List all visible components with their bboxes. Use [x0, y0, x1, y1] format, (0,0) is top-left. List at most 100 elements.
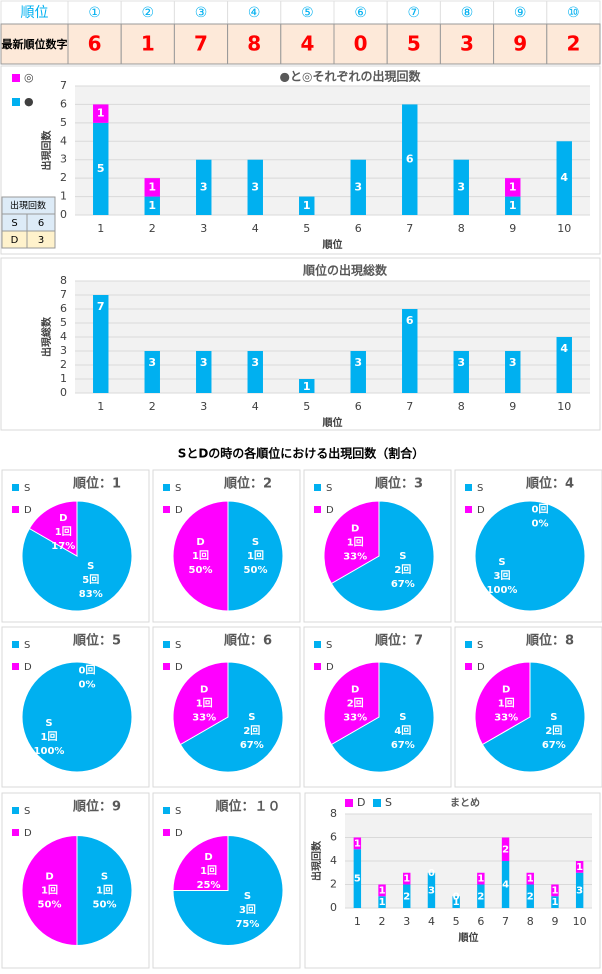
side-cell: [26, 230, 56, 249]
x-tick-label: 2: [149, 222, 156, 235]
slice-value: 1回: [55, 526, 72, 538]
slice-value: 1回: [200, 865, 217, 877]
x-tick-label: 3: [200, 222, 207, 235]
legend-swatch: [465, 663, 472, 670]
legend-swatch: [465, 484, 472, 491]
bar: [427, 872, 436, 908]
slice-category: D: [351, 523, 359, 534]
side-cell-text: S: [11, 218, 17, 229]
legend-swatch: [12, 74, 20, 82]
pie-slice: [21, 661, 133, 773]
slice-value: 2回: [347, 697, 364, 709]
chart-title: 順位：2: [224, 476, 272, 492]
bar: [350, 159, 366, 215]
legend-swatch: [314, 663, 321, 670]
pie-slice: [172, 661, 229, 746]
legend-swatch: [163, 641, 170, 648]
cell: [120, 23, 175, 65]
slice-category: D: [502, 684, 510, 695]
cell-value: 3: [460, 32, 474, 56]
x-tick-label: 2: [379, 915, 386, 928]
chart-title: 順位：3: [375, 476, 423, 492]
bar-label: 3: [428, 885, 435, 896]
x-tick-label: 6: [477, 915, 484, 928]
slice-percent: 67%: [391, 740, 415, 751]
slice-percent: 17%: [51, 541, 75, 552]
y-axis-label: 出現総数: [40, 316, 53, 357]
header-text: ③: [195, 5, 208, 21]
pie-slice: [474, 500, 586, 612]
y-tick-label: 0: [60, 208, 67, 221]
legend-swatch: [314, 641, 321, 648]
y-tick-label: 6: [330, 831, 337, 844]
header-text: ⑨: [514, 5, 527, 21]
legend-label: S: [175, 640, 181, 651]
x-tick-label: 4: [252, 222, 259, 235]
bar-label: 1: [354, 838, 361, 849]
cell-value: 8: [247, 32, 261, 56]
x-tick-label: 10: [557, 400, 571, 413]
x-tick-label: 9: [509, 222, 516, 235]
y-axis-label: 出現回数: [310, 840, 323, 881]
bar-label: 4: [560, 342, 568, 355]
bar: [247, 159, 263, 215]
slice-value: 2回: [394, 564, 411, 576]
bar: [402, 104, 418, 215]
cell: [227, 23, 282, 65]
header-text: ⑥: [354, 5, 367, 21]
slice-percent: 33%: [192, 712, 216, 723]
pie-slice: [227, 500, 284, 612]
legend-label: S: [175, 483, 181, 494]
bar: [247, 351, 263, 393]
slice-category: S: [399, 551, 406, 562]
x-tick-label: 10: [557, 222, 571, 235]
slice-value: 1回: [498, 697, 515, 709]
legend-swatch: [12, 98, 20, 106]
legend-swatch: [314, 484, 321, 491]
chart-title: 順位：4: [526, 476, 574, 492]
legend-label: D: [175, 828, 183, 839]
bar-label: 3: [251, 180, 259, 193]
bar-label: 1: [379, 897, 386, 908]
legend-swatch: [314, 506, 321, 513]
x-tick-label: 7: [406, 222, 413, 235]
slice-percent: 100%: [487, 585, 518, 596]
pie-slice: [21, 834, 78, 947]
legend-label: S: [24, 640, 30, 651]
x-tick-label: 1: [354, 915, 361, 928]
chart-title: 順位：7: [375, 633, 423, 649]
cell-value: 4: [300, 32, 314, 56]
pie-slice: [172, 834, 229, 891]
cell-value: 1: [141, 32, 155, 56]
bar: [575, 861, 584, 873]
cell: [333, 23, 388, 65]
x-tick-label: 3: [403, 915, 410, 928]
bar: [403, 872, 411, 885]
row-header: 最新順位数字: [2, 37, 68, 51]
bar: [477, 872, 485, 885]
cell-value: 0: [354, 32, 368, 56]
legend-label: S: [477, 483, 483, 494]
side-header: 出現回数: [10, 200, 46, 212]
slice-value: 0回: [532, 503, 549, 515]
y-tick-label: 4: [60, 330, 67, 343]
header-text: ②: [142, 5, 155, 21]
header-text: ⑦: [408, 5, 421, 21]
cell-value: 5: [407, 32, 421, 56]
bar-label: 6: [406, 314, 414, 327]
y-tick-label: 3: [60, 344, 67, 357]
slice-category: S: [244, 891, 251, 902]
slice-value: 4回: [394, 725, 411, 737]
x-tick-label: 8: [527, 915, 534, 928]
cell: [546, 23, 601, 65]
cell-value: 9: [513, 32, 527, 56]
slice-value: 1回: [247, 550, 264, 562]
bar: [378, 884, 386, 897]
slice-category: S: [498, 557, 505, 568]
bar: [477, 884, 485, 908]
bar-label: 1: [303, 199, 311, 212]
legend-swatch: [12, 807, 19, 814]
legend-label: D: [477, 505, 485, 516]
pie-slice: [76, 834, 133, 947]
x-axis-label: 順位: [458, 931, 479, 944]
